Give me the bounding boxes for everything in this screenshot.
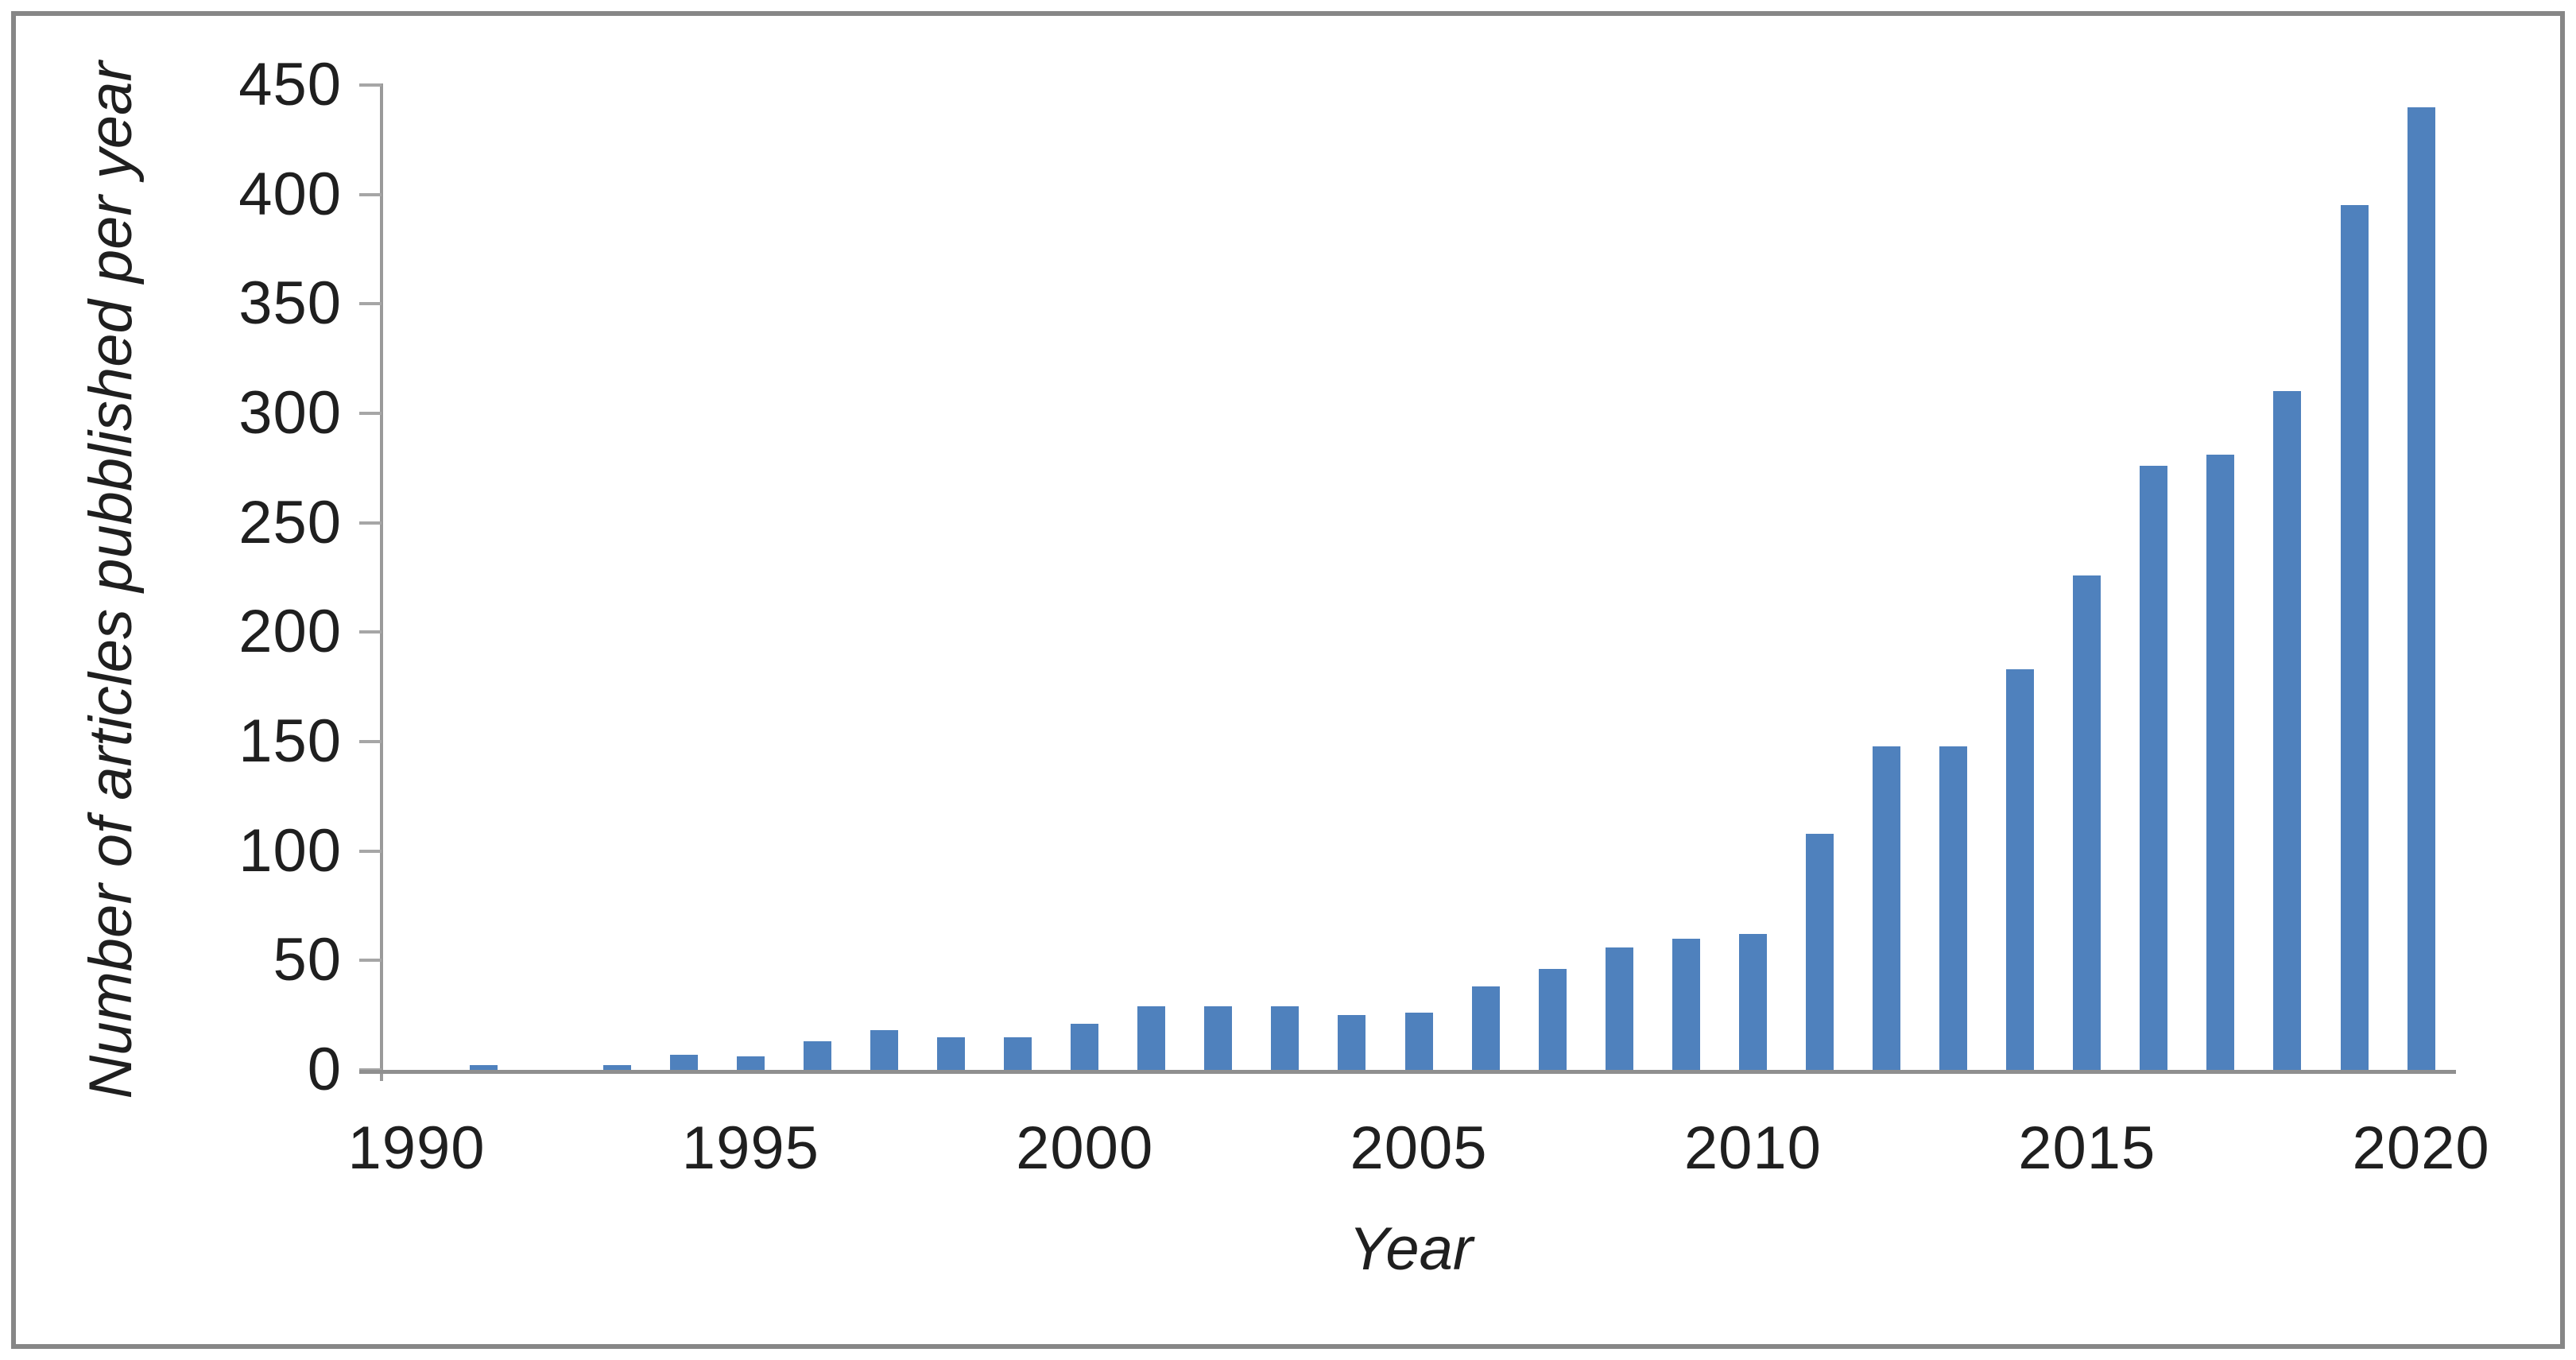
bar-2008 [1605, 947, 1633, 1070]
bar-1996 [803, 1041, 831, 1070]
bar-2001 [1137, 1006, 1166, 1070]
bar-2000 [1071, 1024, 1099, 1070]
bar-2013 [1939, 746, 1968, 1070]
y-tick-label: 450 [238, 51, 342, 118]
y-tick-label: 200 [238, 598, 342, 666]
bar-2010 [1738, 934, 1767, 1070]
y-tick-label: 250 [238, 488, 342, 556]
bar-1994 [669, 1054, 698, 1070]
bar-2005 [1404, 1013, 1433, 1070]
bar-2011 [1805, 833, 1834, 1070]
y-tick-label: 100 [238, 816, 342, 885]
y-axis-tick [359, 630, 382, 634]
y-tick-label: 150 [238, 707, 342, 775]
x-tick-label-2010: 2010 [1683, 1114, 1822, 1182]
bar-2006 [1471, 986, 1500, 1070]
x-tick-label-2015: 2015 [2018, 1114, 2156, 1182]
x-tick-label-1990: 1990 [347, 1114, 486, 1182]
figure-border-frame [11, 11, 2565, 1349]
bar-1998 [937, 1036, 966, 1070]
bar-1995 [736, 1056, 765, 1070]
y-tick-label: 350 [238, 269, 342, 338]
bar-2009 [1671, 938, 1700, 1070]
y-tick-label: 400 [238, 160, 342, 228]
y-axis-line [380, 83, 383, 1081]
x-tick-label-2020: 2020 [2352, 1114, 2490, 1182]
bar-2017 [2206, 455, 2235, 1070]
x-tick-label-2000: 2000 [1016, 1114, 1154, 1182]
y-axis-tick [359, 302, 382, 306]
bar-2016 [2140, 466, 2168, 1070]
y-axis-tick [359, 521, 382, 525]
bar-1991 [469, 1065, 498, 1070]
y-tick-label: 50 [273, 926, 342, 994]
bar-2019 [2340, 205, 2369, 1070]
y-axis-tick [359, 412, 382, 415]
y-axis-tick [359, 192, 382, 196]
y-tick-label: 300 [238, 379, 342, 447]
x-tick-label-1995: 1995 [681, 1114, 819, 1182]
x-axis-title: Year [1348, 1215, 1474, 1283]
bar-2015 [2073, 575, 2101, 1070]
bar-2004 [1338, 1015, 1366, 1070]
y-tick-label: 0 [307, 1036, 342, 1103]
bar-2014 [2006, 669, 2035, 1070]
bar-2012 [1873, 746, 1901, 1070]
bar-2018 [2273, 391, 2302, 1070]
bar-1993 [602, 1065, 631, 1070]
x-tick-label-2005: 2005 [1350, 1114, 1488, 1182]
bar-2002 [1204, 1006, 1233, 1070]
y-axis-tick [359, 740, 382, 743]
y-axis-tick [359, 959, 382, 963]
y-axis-tick [359, 83, 382, 87]
bar-1999 [1004, 1036, 1032, 1070]
bar-2003 [1271, 1006, 1300, 1070]
x-axis-line [359, 1070, 2456, 1074]
bar-1997 [870, 1030, 898, 1070]
bar-2020 [2407, 107, 2435, 1070]
y-axis-tick [359, 849, 382, 853]
bar-2007 [1538, 969, 1567, 1070]
